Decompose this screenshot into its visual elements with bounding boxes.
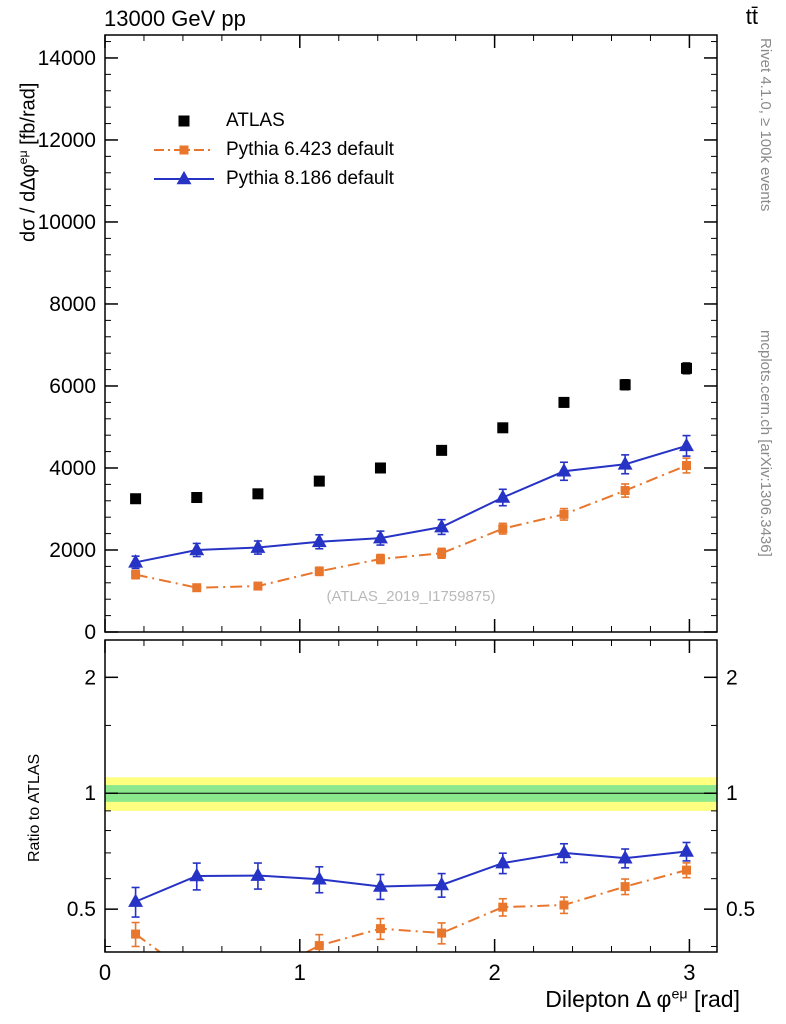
legend-item-pythia8: Pythia 8.186 default — [152, 164, 394, 193]
series-ratio-pythia8 — [128, 841, 694, 918]
svg-text:4000: 4000 — [49, 457, 96, 480]
y-axis-label-superscript: eμ — [16, 150, 30, 165]
legend-marker-pythia6 — [154, 145, 214, 154]
legend-item-atlas: ATLAS — [152, 106, 394, 135]
legend-label-pythia8: Pythia 8.186 default — [226, 167, 394, 189]
x-axis-label-superscript: eμ — [671, 986, 688, 1003]
svg-text:12000: 12000 — [38, 129, 96, 152]
y-axis-label: dσ / dΔφeμ [fb/rad] — [16, 83, 41, 242]
svg-text:0: 0 — [84, 621, 96, 644]
svg-text:2000: 2000 — [49, 539, 96, 562]
svg-text:10000: 10000 — [38, 211, 96, 234]
axes: 0 2000 4000 6000 8000 10000 12000 14000 0.5 0.5 1 1… — [38, 34, 755, 985]
legend-marker-pythia8 — [154, 170, 214, 184]
svg-text:0.5: 0.5 — [67, 898, 96, 921]
beam-energy-title: 13000 GeV pp — [104, 6, 246, 31]
data-series — [128, 362, 694, 952]
legend-label-pythia6: Pythia 6.423 default — [226, 138, 394, 160]
legend-marker-atlas — [178, 115, 190, 126]
mcplots-arxiv-label: mcplots.cern.ch [arXiv:1306.3436] — [757, 330, 774, 557]
svg-text:2: 2 — [488, 960, 500, 985]
x-axis-label-prefix: Dilepton Δ φ — [545, 986, 672, 1012]
ratio-reference-bands — [105, 777, 717, 811]
svg-text:1: 1 — [294, 960, 306, 985]
y-axis-label-suffix: [fb/rad] — [17, 82, 40, 151]
svg-text:1: 1 — [84, 782, 96, 805]
analysis-id-watermark: (ATLAS_2019_I1759875) — [326, 588, 496, 605]
series-main-pythia8 — [128, 434, 694, 570]
svg-text:3: 3 — [683, 960, 695, 985]
rivet-version-label: Rivet 4.1.0, ≥ 100k events — [757, 38, 774, 212]
svg-text:0.5: 0.5 — [726, 898, 755, 921]
series-main-atlas — [130, 362, 692, 505]
x-axis-label-suffix: [rad] — [687, 986, 740, 1012]
x-axis-label: Dilepton Δ φeμ [rad] — [545, 986, 740, 1013]
svg-text:2: 2 — [726, 666, 738, 689]
svg-text:8000: 8000 — [49, 293, 96, 316]
series-ratio-pythia6 — [131, 862, 691, 952]
legend: ATLAS Pythia 6.423 default Pythia 8.186 … — [152, 106, 394, 193]
svg-text:2: 2 — [84, 666, 96, 689]
y-axis-label-prefix: dσ / dΔφ — [17, 164, 40, 242]
svg-text:6000: 6000 — [49, 375, 96, 398]
ratio-axis-label: Ratio to ATLAS — [26, 753, 43, 862]
series-main-pythia6 — [131, 457, 691, 593]
svg-text:0: 0 — [99, 960, 111, 985]
svg-text:1: 1 — [726, 782, 738, 805]
process-title: tt̄ — [745, 4, 758, 29]
svg-text:14000: 14000 — [38, 47, 96, 70]
legend-item-pythia6: Pythia 6.423 default — [152, 135, 394, 164]
legend-label-atlas: ATLAS — [226, 109, 285, 131]
